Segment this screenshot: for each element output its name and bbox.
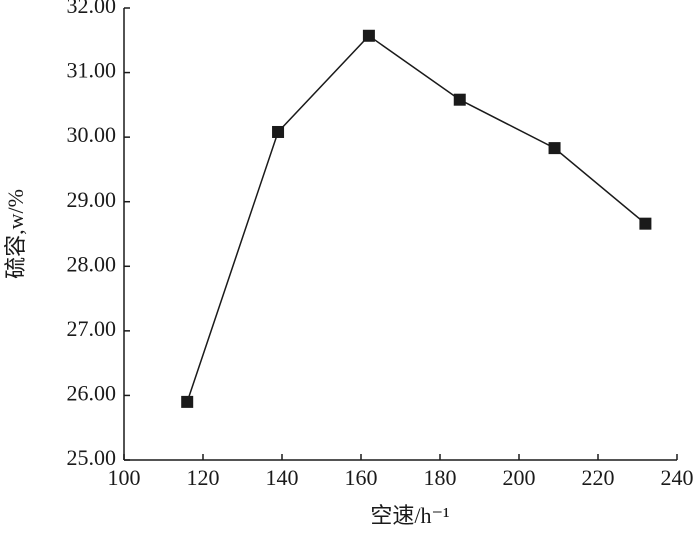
marker	[362, 29, 375, 42]
line	[186, 34, 646, 403]
y-tick-label: 30.00	[67, 122, 117, 147]
y-tick-label: 26.00	[67, 380, 117, 405]
x-tick-label: 100	[108, 465, 141, 490]
x-tick-label: 200	[503, 465, 536, 490]
x-tick-label: 180	[424, 465, 457, 490]
y-tick-label: 29.00	[67, 187, 117, 212]
marker	[272, 125, 285, 138]
x-tick-label: 160	[345, 465, 378, 490]
y-axis-label: 硫容,w/%	[3, 189, 28, 279]
marker	[639, 217, 652, 230]
x-tick-label: 120	[187, 465, 220, 490]
x-tick-label: 220	[582, 465, 615, 490]
y-tick-label: 31.00	[67, 58, 117, 83]
y-tick-label: 28.00	[67, 251, 117, 276]
marker	[453, 93, 466, 106]
marker	[181, 395, 194, 408]
x-tick-label: 140	[266, 465, 299, 490]
y-tick-label: 25.00	[67, 445, 117, 470]
marker	[548, 142, 561, 155]
x-axis-label: 空速/h⁻¹	[370, 503, 449, 528]
y-tick-label: 27.00	[67, 316, 117, 341]
x-tick-label: 240	[661, 465, 694, 490]
y-tick-label: 32.00	[67, 0, 117, 18]
